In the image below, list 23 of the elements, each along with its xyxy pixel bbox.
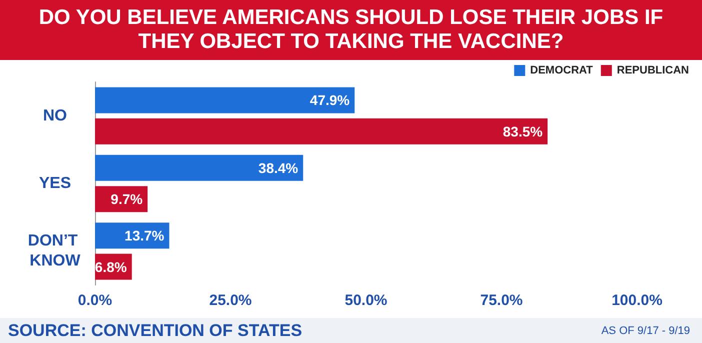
text: AS OF 9/17 - 9/19 <box>601 325 690 337</box>
x-tick-label: 100.0% <box>612 292 662 309</box>
bar <box>95 154 304 181</box>
data-label: 38.4% <box>258 160 299 176</box>
bar <box>95 87 355 114</box>
data-label: 6.8% <box>94 258 128 275</box>
x-tick-label: 50.0% <box>344 292 388 309</box>
chart-title: DO YOU BELIEVE AMERICANS SHOULD LOSE THEIR JOBS IF THEY OBJECT TO TAKING THE VACCINE? <box>0 0 702 60</box>
legend-label: DEMOCRAT <box>530 64 594 76</box>
x-tick-label: 0.0% <box>78 292 112 309</box>
y-tick-label: YES <box>38 175 72 192</box>
data-label: 9.7% <box>110 191 144 208</box>
y-tick-label: DON’T KNOW <box>28 232 82 270</box>
legend-label: REPUBLICAN <box>616 64 690 76</box>
data-label: 47.9% <box>310 92 350 108</box>
data-label: 83.5% <box>502 123 544 140</box>
x-tick-label: 75.0% <box>480 292 523 309</box>
data-label: 13.7% <box>124 228 165 244</box>
bar <box>95 222 170 249</box>
source-note: SOURCE: CONVENTION OF STATES <box>8 321 302 341</box>
x-tick-label: 25.0% <box>209 292 252 309</box>
y-tick-label: NO <box>43 107 67 124</box>
bar <box>95 118 548 144</box>
